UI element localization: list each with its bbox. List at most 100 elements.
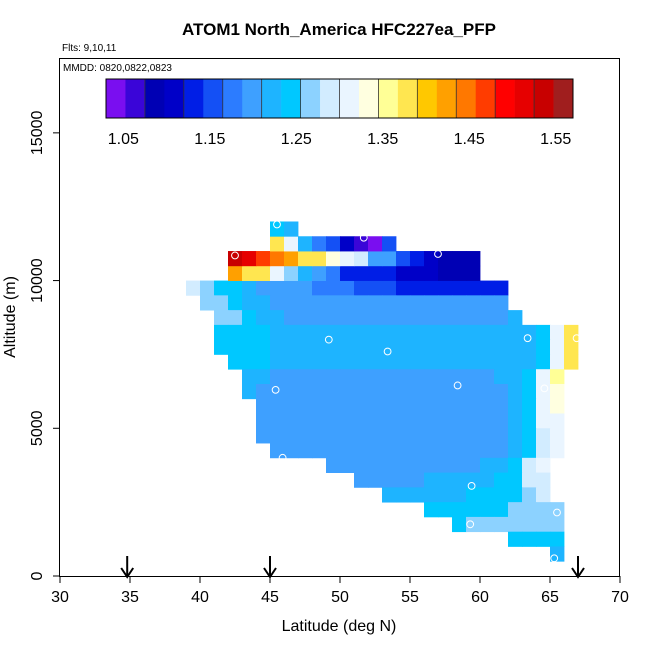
heatmap-cell	[200, 295, 215, 311]
heatmap-cell	[466, 443, 481, 459]
heatmap-cell	[396, 339, 411, 355]
x-axis-ticks: 30 35 40 45 50 55 60 65 70	[51, 576, 629, 606]
colorbar-segment	[222, 79, 243, 118]
heatmap-cell	[536, 516, 551, 533]
heatmap-cell	[410, 324, 425, 341]
sample-point	[383, 347, 392, 356]
heatmap-cell	[410, 487, 425, 503]
heatmap-cell	[368, 398, 383, 414]
heatmap-cell	[522, 413, 537, 429]
heatmap-cell	[214, 310, 229, 326]
heatmap-cell	[270, 339, 285, 355]
heatmap-cell	[522, 457, 537, 473]
heatmap-cell	[550, 428, 565, 444]
heatmap-cell	[438, 339, 453, 355]
heatmap-cell	[256, 251, 271, 267]
heatmap-cell	[466, 324, 481, 341]
heatmap-cell	[382, 339, 397, 355]
heatmap-cell	[256, 369, 271, 385]
heatmap-cell	[508, 324, 523, 341]
heatmap-cell	[480, 310, 495, 326]
heatmap-cell	[550, 413, 565, 429]
heatmap-cell	[214, 324, 229, 341]
heatmap-cell	[312, 354, 327, 370]
colorbar-tick-label: 1.45	[454, 131, 485, 148]
flights-label: Flts: 9,10,11	[62, 43, 117, 54]
heatmap-cell	[396, 472, 411, 488]
heatmap-cell	[536, 354, 551, 370]
heatmap-cell	[270, 310, 285, 326]
heatmap-cell	[256, 383, 271, 400]
heatmap-cell	[424, 280, 439, 296]
heatmap-cell	[368, 413, 383, 429]
colorbar-tick-label: 1.05	[108, 131, 139, 148]
heatmap-cell	[494, 398, 509, 414]
heatmap-cell	[452, 324, 467, 341]
heatmap-cell	[466, 369, 481, 385]
y-tick-label: 5000	[29, 410, 46, 446]
heatmap-cell	[466, 428, 481, 444]
heatmap-cell	[270, 251, 285, 267]
heatmap-cell	[536, 339, 551, 355]
heatmap-cell	[284, 398, 299, 414]
heatmap-cell	[564, 339, 579, 355]
heatmap-cell	[340, 339, 355, 355]
heatmap-cell	[494, 413, 509, 429]
heatmap-cell	[284, 443, 299, 459]
heatmap-cell	[452, 354, 467, 370]
heatmap-cell	[354, 354, 369, 370]
heatmap-cell	[494, 324, 509, 341]
heatmap-cell	[214, 339, 229, 355]
heatmap-cell	[368, 369, 383, 385]
colorbar-segment	[261, 79, 282, 118]
heatmap-cell	[312, 280, 327, 296]
heatmap-cell	[368, 428, 383, 444]
heatmap-cell	[494, 280, 509, 296]
heatmap-cell	[270, 280, 285, 296]
heatmap-cell	[340, 457, 355, 473]
colorbar-tick-label: 1.55	[540, 131, 571, 148]
heatmap-cell	[438, 443, 453, 459]
sample-point	[453, 381, 462, 390]
heatmap-cell	[452, 516, 467, 533]
heatmap-cell	[466, 280, 481, 296]
heatmap-cell	[270, 413, 285, 429]
heatmap-cell	[256, 413, 271, 429]
heatmap-cell	[480, 428, 495, 444]
sample-point	[278, 453, 287, 462]
dates-label: MMDD: 0820,0822,0823	[63, 63, 172, 74]
heatmap-cell	[382, 280, 397, 296]
heatmap-cell	[354, 236, 369, 252]
heatmap-cell	[550, 546, 565, 562]
heatmap-cell	[508, 443, 523, 459]
heatmap-cell	[382, 383, 397, 400]
heatmap-cell	[410, 398, 425, 414]
heatmap-cell	[424, 457, 439, 473]
heatmap-cell	[242, 295, 257, 311]
heatmap-cell	[354, 443, 369, 459]
heatmap-cell	[340, 236, 355, 252]
y-tick-label: 0	[29, 571, 46, 580]
heatmap-cell	[242, 265, 257, 281]
heatmap-cell	[284, 236, 299, 252]
colorbar	[105, 78, 574, 119]
heatmap-cell	[242, 280, 257, 296]
heatmap-cell	[340, 383, 355, 400]
heatmap-cell	[466, 339, 481, 355]
heatmap-cell	[298, 413, 313, 429]
heatmap-cell	[452, 310, 467, 326]
flight-arrow	[120, 556, 135, 579]
heatmap-cell	[326, 428, 341, 444]
heatmap-cell	[284, 354, 299, 370]
heatmap-cell	[382, 443, 397, 459]
heatmap-cell	[298, 280, 313, 296]
heatmap-cell	[340, 251, 355, 267]
heatmap-cell	[382, 310, 397, 326]
heatmap-cell	[284, 428, 299, 444]
heatmap-cell	[256, 398, 271, 414]
colorbar-tick-label: 1.15	[194, 131, 225, 148]
heatmap-cell	[298, 251, 313, 267]
heatmap-cell	[326, 280, 341, 296]
heatmap-cell	[466, 472, 481, 488]
heatmap-cell	[256, 354, 271, 370]
